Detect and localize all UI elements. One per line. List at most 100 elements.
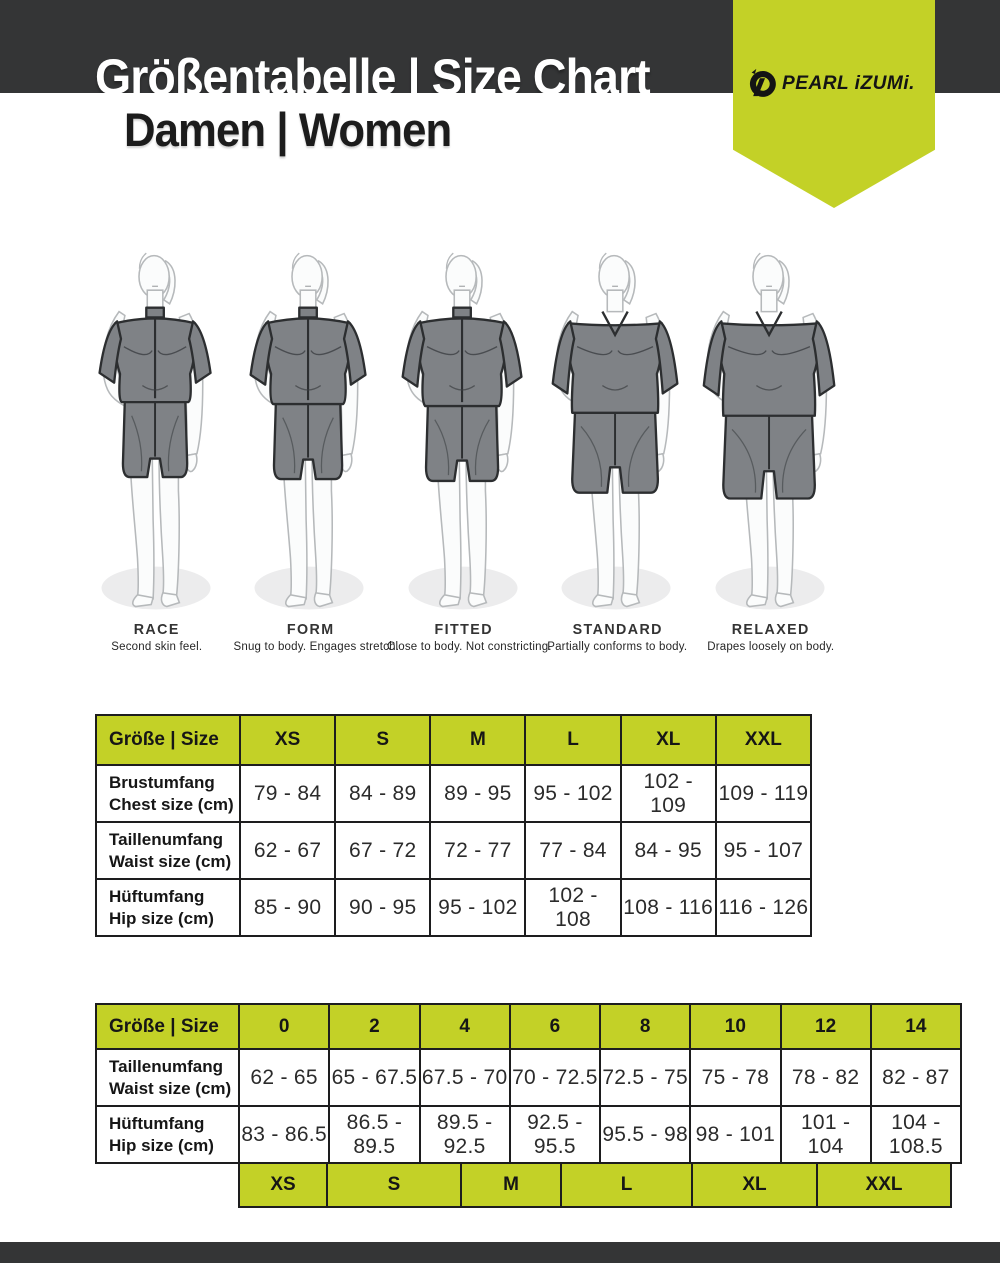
size-value-cell: 67.5 - 70 bbox=[418, 1048, 511, 1107]
fit-description: Second skin feel. bbox=[111, 641, 203, 653]
size-col-header: 6 bbox=[508, 1003, 602, 1050]
fit-name: RELAXED bbox=[731, 621, 810, 638]
fit-name: RACE bbox=[133, 621, 180, 638]
measure-row: Taillenumfang Waist size (cm) 62 - 67 67 - … bbox=[95, 821, 813, 880]
fit-description: Drapes loosely on body. bbox=[707, 641, 835, 653]
size-value-cell: 65 - 67.5 bbox=[328, 1048, 421, 1107]
size-value-cell: 98 - 101 bbox=[689, 1105, 782, 1164]
measure-label-de: Taillenumfang bbox=[109, 1057, 223, 1077]
brand-ribbon: PEARL iZUMi. bbox=[733, 0, 935, 208]
size-col-header: 0 bbox=[237, 1003, 331, 1050]
brand-name: PEARL iZUMi. bbox=[782, 71, 915, 94]
size-value-cell: 89.5 - 92.5 bbox=[418, 1105, 511, 1164]
vneck-tee-figure-icon bbox=[694, 234, 848, 616]
measure-row: Taillenumfang Waist size (cm) 62 - 65 65 - … bbox=[95, 1048, 963, 1107]
vneck-tee-figure-icon bbox=[541, 234, 695, 616]
table-corner-label: Größe | Size bbox=[95, 1003, 240, 1050]
size-value-cell: 84 - 95 bbox=[619, 821, 717, 880]
page-title: Größentabelle | Size Chart bbox=[95, 49, 651, 93]
size-value-cell: 84 - 89 bbox=[334, 764, 432, 823]
zip-jersey-figure-icon bbox=[234, 234, 388, 616]
measure-row: Brustumfang Chest size (cm) 79 - 84 84 - 89… bbox=[95, 764, 813, 823]
size-col-header: 2 bbox=[328, 1003, 421, 1050]
size-value-cell: 102 - 108 bbox=[524, 878, 622, 937]
size-value-cell: 86.5 - 89.5 bbox=[328, 1105, 421, 1164]
fit-name: FORM bbox=[286, 621, 335, 638]
size-value-cell: 82 - 87 bbox=[869, 1048, 963, 1107]
measure-row-label: Taillenumfang Waist size (cm) bbox=[95, 821, 241, 880]
measure-label-en: Chest size (cm) bbox=[109, 794, 234, 814]
measure-row-label: Brustumfang Chest size (cm) bbox=[95, 764, 241, 823]
size-col-header: L bbox=[524, 714, 622, 766]
letter-equivalent-row: XS S M L XL XXL bbox=[238, 1162, 962, 1208]
size-value-cell: 78 - 82 bbox=[779, 1048, 872, 1107]
size-value-cell: 104 - 108.5 bbox=[869, 1105, 963, 1164]
size-value-cell: 75 - 78 bbox=[689, 1048, 782, 1107]
size-col-header: XS bbox=[238, 714, 337, 766]
figure-fitted: FITTED Close to body. Not constricting. bbox=[387, 234, 552, 653]
fit-description: Partially conforms to body. bbox=[547, 641, 688, 653]
figure-form: FORM Snug to body. Engages stretch. bbox=[233, 234, 400, 653]
measure-row-label: Taillenumfang Waist size (cm) bbox=[95, 1048, 240, 1107]
size-col-header: 10 bbox=[689, 1003, 782, 1050]
fit-name: STANDARD bbox=[572, 621, 663, 638]
fit-figures: RACE Second skin feel. FORM Snug to body. E… bbox=[80, 234, 848, 653]
size-value-cell: 70 - 72.5 bbox=[508, 1048, 602, 1107]
numeric-size-table: Größe | Size 0 2 4 6 8 10 12 14 Taillenumfang Wais… bbox=[95, 1003, 963, 1164]
letter-equivalent-cell: S bbox=[326, 1162, 462, 1208]
size-value-cell: 116 - 126 bbox=[714, 878, 813, 937]
size-value-cell: 90 - 95 bbox=[334, 878, 432, 937]
fit-name: FITTED bbox=[434, 621, 493, 638]
size-value-cell: 92.5 - 95.5 bbox=[508, 1105, 602, 1164]
measure-row: Hüftumfang Hip size (cm) 85 - 90 90 - 95 95 … bbox=[95, 878, 813, 937]
zip-jersey-figure-icon bbox=[80, 234, 234, 616]
size-value-cell: 62 - 65 bbox=[237, 1048, 331, 1107]
size-col-header: M bbox=[429, 714, 527, 766]
size-value-cell: 72.5 - 75 bbox=[598, 1048, 692, 1107]
letter-equivalent-cell: M bbox=[460, 1162, 562, 1208]
brand-logo: PEARL iZUMi. bbox=[745, 66, 927, 100]
size-value-cell: 95 - 107 bbox=[714, 821, 813, 880]
pearl-izumi-logo-icon bbox=[749, 68, 776, 97]
letter-equivalent-cell: L bbox=[560, 1162, 693, 1208]
size-header-row: Größe | Size XS S M L XL XXL bbox=[95, 714, 813, 766]
measure-row: Hüftumfang Hip size (cm) 83 - 86.5 86.5 - 8… bbox=[95, 1105, 963, 1164]
measure-label-de: Taillenumfang bbox=[109, 830, 223, 850]
measure-label-en: Waist size (cm) bbox=[109, 1078, 232, 1098]
size-value-cell: 67 - 72 bbox=[334, 821, 432, 880]
size-col-header: XXL bbox=[714, 714, 813, 766]
size-value-cell: 83 - 86.5 bbox=[237, 1105, 331, 1164]
letter-equivalent-cell: XL bbox=[691, 1162, 818, 1208]
measure-row-label: Hüftumfang Hip size (cm) bbox=[95, 878, 241, 937]
size-col-header: 14 bbox=[869, 1003, 963, 1050]
letter-equivalent-cell: XS bbox=[238, 1162, 328, 1208]
measure-label-en: Waist size (cm) bbox=[109, 851, 232, 871]
size-col-header: 8 bbox=[598, 1003, 692, 1050]
letter-equivalent-cell: XXL bbox=[816, 1162, 952, 1208]
size-value-cell: 95.5 - 98 bbox=[598, 1105, 692, 1164]
size-value-cell: 62 - 67 bbox=[238, 821, 337, 880]
measure-row-label: Hüftumfang Hip size (cm) bbox=[95, 1105, 240, 1164]
measure-label-de: Hüftumfang bbox=[109, 887, 205, 907]
size-value-cell: 72 - 77 bbox=[429, 821, 527, 880]
size-col-header: 4 bbox=[418, 1003, 511, 1050]
measure-label-en: Hip size (cm) bbox=[109, 908, 214, 928]
footer-bar bbox=[0, 1242, 1000, 1263]
size-value-cell: 79 - 84 bbox=[238, 764, 337, 823]
letter-size-table: Größe | Size XS S M L XL XXL Brustumfang Chest s… bbox=[95, 714, 813, 937]
size-value-cell: 95 - 102 bbox=[429, 878, 527, 937]
size-value-cell: 85 - 90 bbox=[238, 878, 337, 937]
size-col-header: S bbox=[334, 714, 432, 766]
size-col-header: XL bbox=[619, 714, 717, 766]
size-value-cell: 108 - 116 bbox=[619, 878, 717, 937]
measure-label-de: Hüftumfang bbox=[109, 1114, 205, 1134]
fit-description: Close to body. Not constricting. bbox=[387, 641, 552, 653]
figure-standard: STANDARD Partially conforms to body. bbox=[541, 234, 695, 653]
size-value-cell: 89 - 95 bbox=[429, 764, 527, 823]
page-subtitle: Damen | Women bbox=[124, 103, 452, 156]
size-value-cell: 101 - 104 bbox=[779, 1105, 872, 1164]
fit-description: Snug to body. Engages stretch. bbox=[233, 641, 400, 653]
size-value-cell: 102 - 109 bbox=[619, 764, 717, 823]
measure-label-en: Hip size (cm) bbox=[109, 1135, 214, 1155]
